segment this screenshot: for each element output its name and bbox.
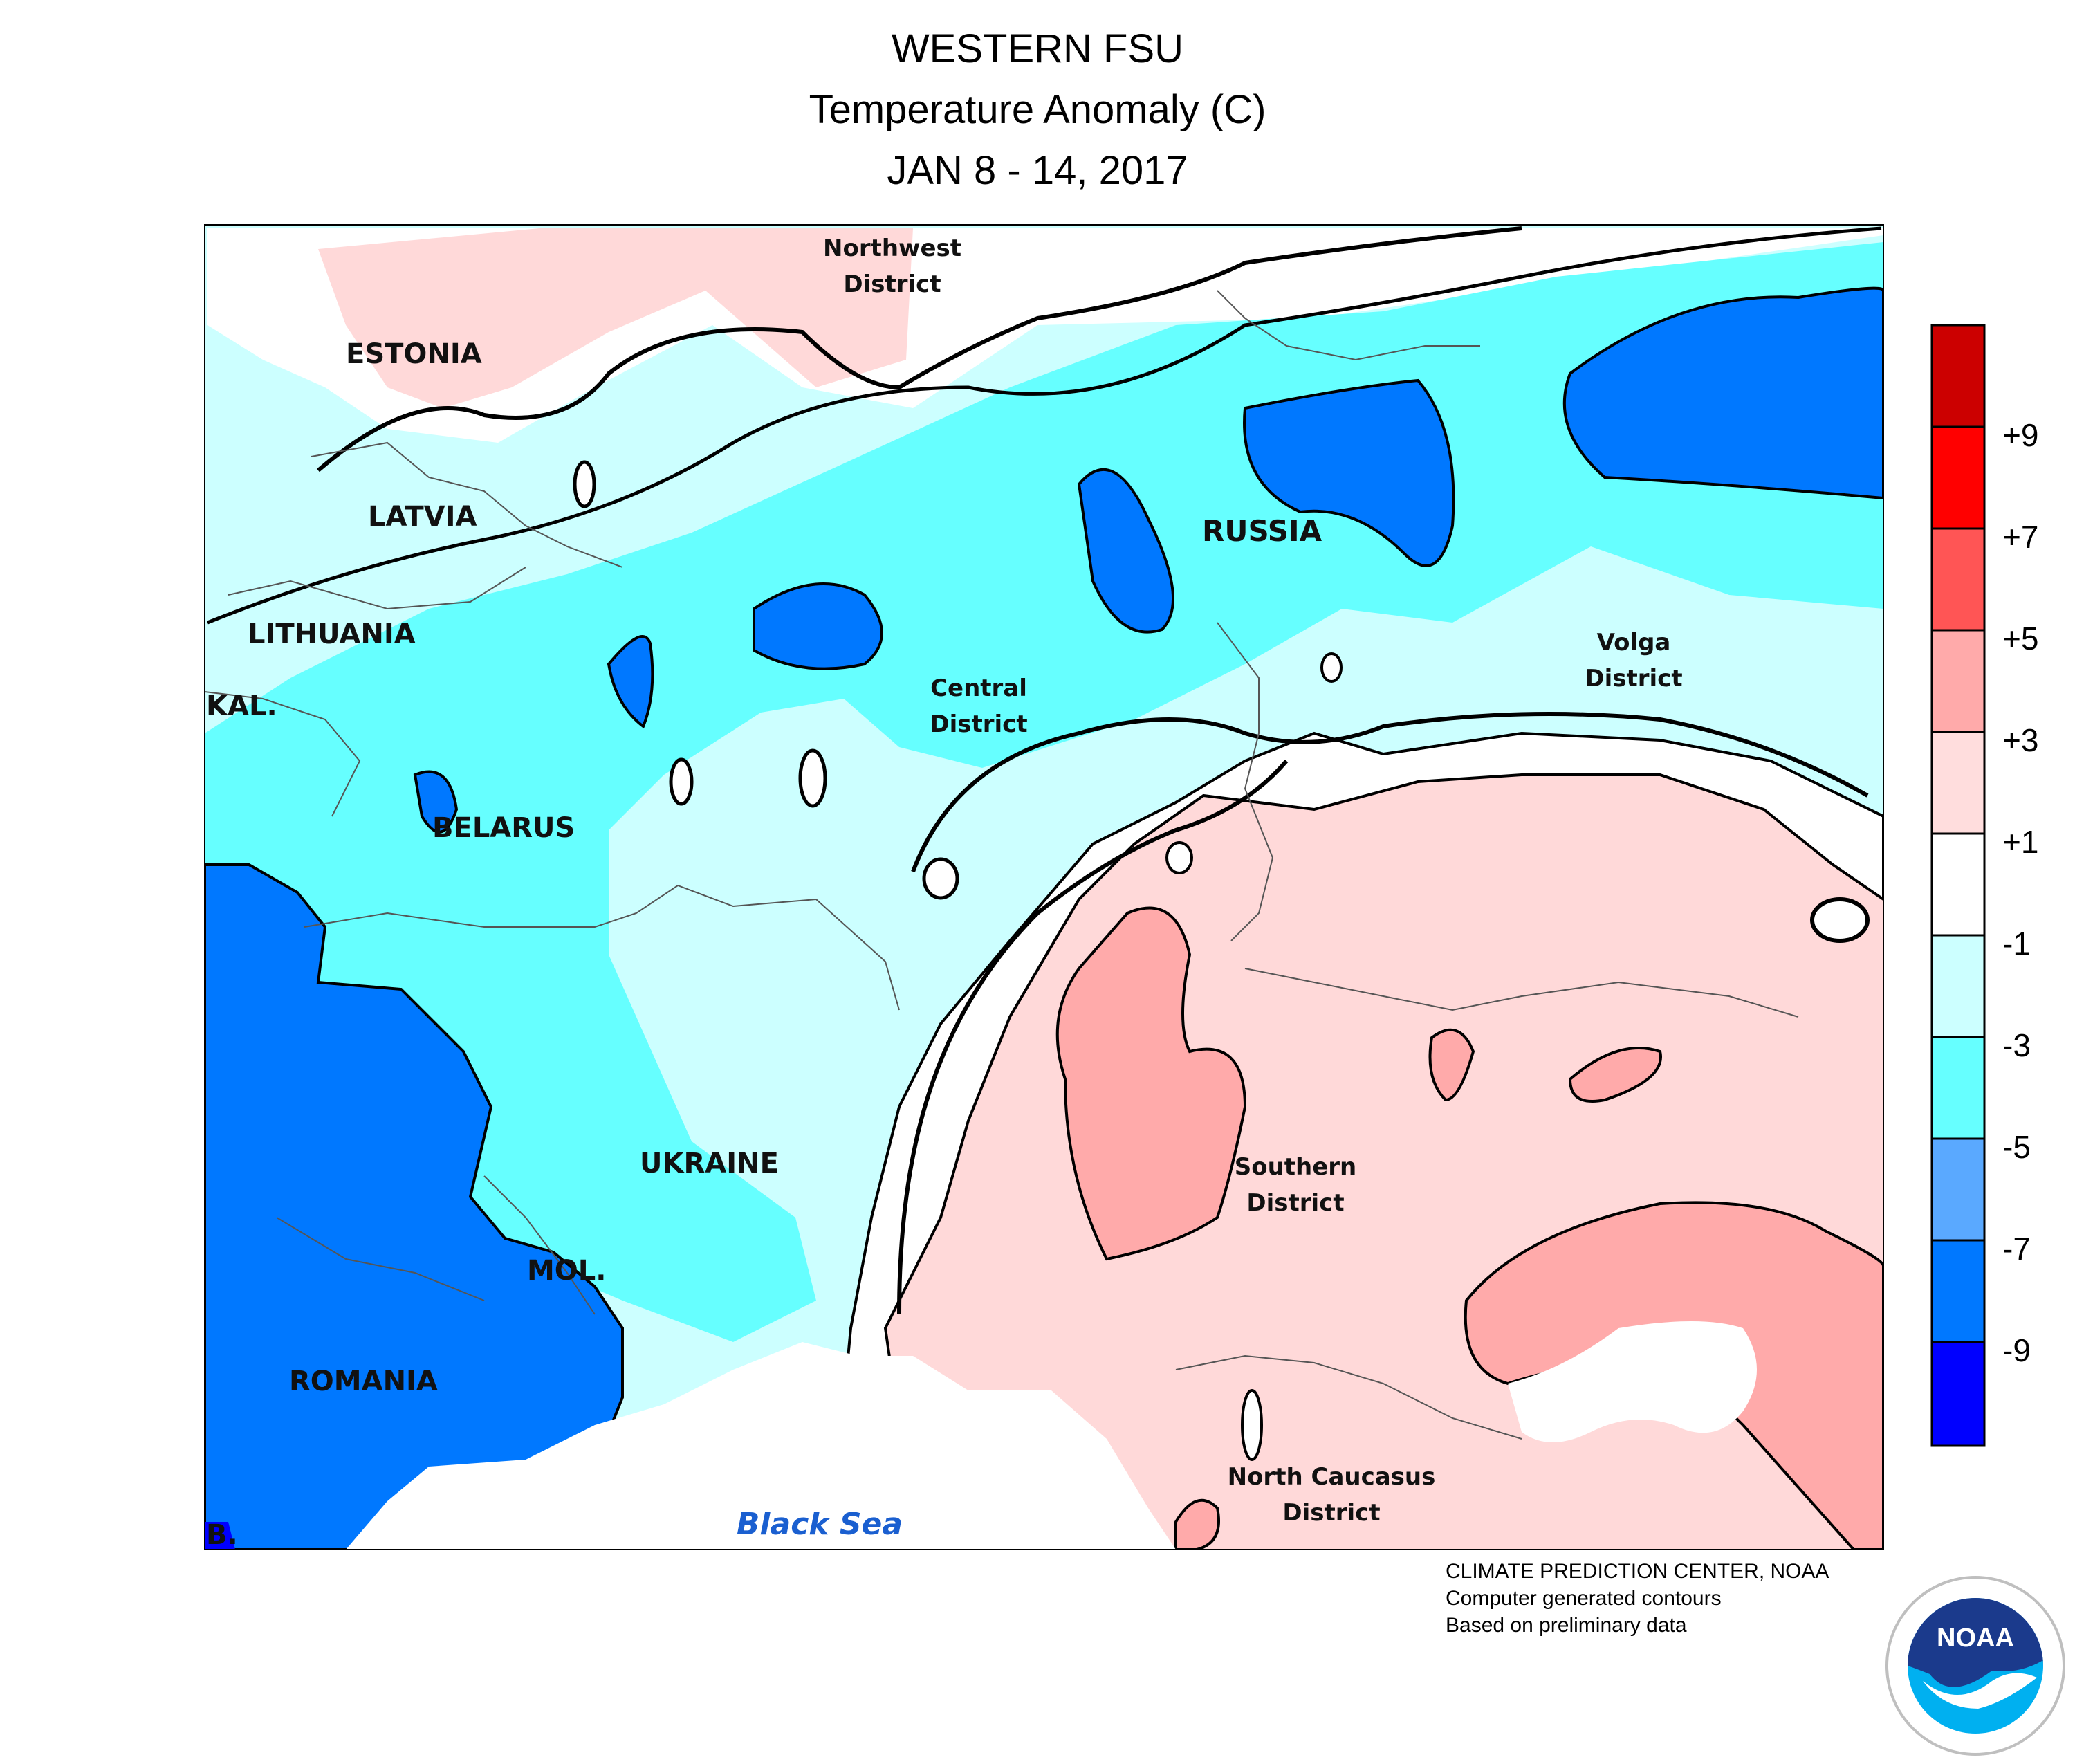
zone-white-south bbox=[828, 731, 1883, 1550]
legend-tick: +3 bbox=[2002, 722, 2039, 758]
zone-blue-3 bbox=[1243, 378, 1455, 567]
label-volga-district: Volga bbox=[1597, 629, 1671, 656]
contour-ring-8 bbox=[1320, 652, 1343, 683]
zone-pink-south-3 bbox=[1568, 1047, 1662, 1103]
legend-color-bar bbox=[1930, 324, 1986, 1447]
label-russia: RUSSIA bbox=[1202, 514, 1322, 548]
legend-tick: +5 bbox=[2002, 621, 2039, 656]
zone-pink-south-5 bbox=[1174, 1498, 1220, 1550]
legend-swatch-1 bbox=[1932, 325, 1984, 427]
contour-line-1 bbox=[207, 226, 1882, 625]
legend-tick: -7 bbox=[2002, 1231, 2031, 1267]
legend-swatch-8 bbox=[1932, 1037, 1984, 1139]
black-sea bbox=[346, 1342, 1176, 1550]
contour-ring-1 bbox=[1810, 897, 1870, 943]
border-lithuania-belarus bbox=[205, 691, 361, 817]
label-moldova: MOL. bbox=[527, 1255, 607, 1287]
zone-blue-5 bbox=[607, 635, 654, 729]
legend-swatch-3 bbox=[1932, 529, 1984, 630]
label-kaliningrad: KAL. bbox=[206, 690, 277, 722]
label-romania: ROMANIA bbox=[289, 1366, 438, 1397]
border-estonia-latvia bbox=[311, 441, 623, 568]
border-romania bbox=[276, 1217, 485, 1301]
legend-tick: -1 bbox=[2002, 926, 2031, 962]
credit-line-3: Based on preliminary data bbox=[1446, 1614, 1687, 1637]
legend-tick: -5 bbox=[2002, 1129, 2031, 1165]
noaa-logo: NOAA bbox=[1885, 1576, 2065, 1756]
label-estonia: ESTONIA bbox=[346, 338, 482, 370]
zone-pink-north bbox=[318, 228, 913, 408]
contour-ring-4 bbox=[669, 757, 694, 806]
label-southern-district: Southern bbox=[1235, 1153, 1357, 1181]
legend-swatch-11 bbox=[1932, 1342, 1984, 1446]
legend-swatch-6 bbox=[1932, 834, 1984, 935]
border-latvia-lithuania bbox=[228, 567, 526, 610]
zone-cyan bbox=[205, 242, 1883, 1342]
label-northwest-district: Northwest bbox=[823, 235, 961, 262]
border-belarus-ukraine bbox=[304, 885, 679, 928]
contour-ring-7 bbox=[1241, 1389, 1263, 1461]
legend-swatch-2 bbox=[1932, 427, 1984, 529]
label-latvia: LATVIA bbox=[368, 501, 477, 533]
caspian-sea bbox=[1508, 1321, 1757, 1442]
border-ukraine-russia bbox=[677, 885, 900, 1011]
legend-swatch-5 bbox=[1932, 732, 1984, 834]
contour-line-2 bbox=[317, 226, 1522, 472]
border-central-volga bbox=[1217, 622, 1274, 941]
legend-tick: +1 bbox=[2002, 824, 2039, 860]
credit-line-1: CLIMATE PREDICTION CENTER, NOAA bbox=[1446, 1560, 1829, 1583]
contour-ring-3 bbox=[798, 748, 827, 808]
zone-pink-south-4 bbox=[1428, 1028, 1475, 1102]
country-borders bbox=[205, 290, 1799, 1440]
noaa-logo-text: NOAA bbox=[1937, 1624, 2014, 1653]
map-subtitle: Temperature Anomaly (C) bbox=[809, 87, 1266, 132]
label-central-district-2: District bbox=[930, 710, 1027, 738]
legend-swatch-9 bbox=[1932, 1139, 1984, 1240]
legend-swatch-7 bbox=[1932, 935, 1984, 1037]
zone-blue-1 bbox=[753, 582, 883, 670]
map-date-range: JAN 8 - 14, 2017 bbox=[887, 148, 1188, 193]
label-belarus: BELARUS bbox=[432, 812, 575, 844]
label-north-caucasus-district: North Caucasus bbox=[1228, 1463, 1436, 1491]
legend-tick: -9 bbox=[2002, 1332, 2031, 1368]
label-northwest-district-2: District bbox=[843, 270, 941, 298]
contour-line-4 bbox=[897, 760, 1289, 1315]
contour-ring-2 bbox=[922, 857, 959, 900]
label-ukraine: UKRAINE bbox=[640, 1148, 779, 1179]
label-bulgaria: B. bbox=[206, 1519, 238, 1551]
zone-deep-blue bbox=[205, 1522, 235, 1550]
map-title: WESTERN FSU bbox=[891, 26, 1184, 71]
zone-pink-south-1 bbox=[1055, 906, 1247, 1261]
label-black-sea: Black Sea bbox=[737, 1507, 903, 1542]
zone-blue-6 bbox=[413, 770, 459, 834]
legend-tick: -3 bbox=[2002, 1027, 2031, 1063]
contour-line-3 bbox=[911, 712, 1869, 873]
zone-blue-2 bbox=[1077, 468, 1174, 634]
border-southern bbox=[1244, 968, 1799, 1018]
label-southern-district-2: District bbox=[1246, 1189, 1344, 1217]
contour-ring-6 bbox=[1165, 841, 1193, 874]
legend-tick: +7 bbox=[2002, 519, 2039, 555]
label-central-district: Central bbox=[930, 674, 1027, 702]
label-volga-district-2: District bbox=[1585, 665, 1682, 692]
border-northwest bbox=[1217, 290, 1480, 361]
contour-ring-5 bbox=[573, 460, 596, 508]
label-lithuania: LITHUANIA bbox=[248, 618, 416, 650]
map-frame bbox=[204, 224, 1884, 1550]
anomaly-field bbox=[205, 225, 1883, 1550]
label-north-caucasus-district-2: District bbox=[1282, 1499, 1380, 1527]
legend-swatch-10 bbox=[1932, 1240, 1984, 1342]
credit-line-2: Computer generated contours bbox=[1446, 1587, 1722, 1610]
legend-swatch-4 bbox=[1932, 630, 1984, 732]
border-caucasus bbox=[1175, 1354, 1522, 1440]
legend-tick: +9 bbox=[2002, 417, 2039, 453]
border-moldova bbox=[483, 1175, 596, 1315]
